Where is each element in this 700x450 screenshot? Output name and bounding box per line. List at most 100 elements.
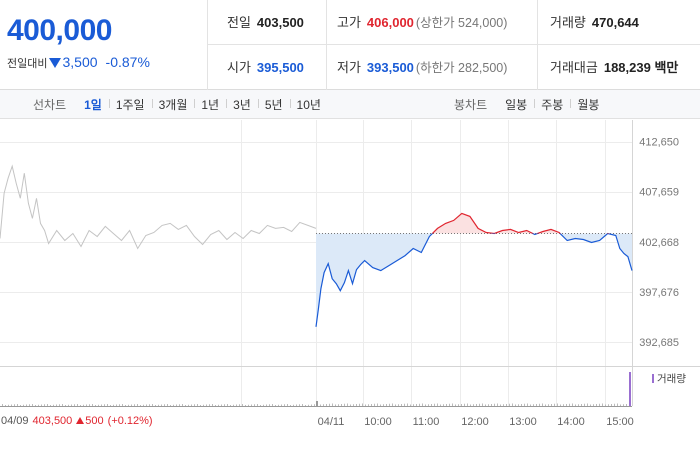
volume-bar <box>464 403 465 406</box>
chart-grid <box>0 120 700 407</box>
volume-bar <box>356 404 357 406</box>
volume-bar <box>191 404 192 406</box>
stat-low: 저가 393,500 (하한가 282,500) <box>337 45 507 90</box>
volume-bar <box>386 404 387 406</box>
series-today-up <box>431 212 611 234</box>
volume-bar <box>269 404 270 406</box>
volume-bar <box>404 403 405 406</box>
volume-bar <box>548 404 549 406</box>
volume-bar <box>401 404 402 406</box>
volume-bar <box>32 404 33 406</box>
intraday-chart[interactable]: 412,650 407,659 402,668 397,676 392,685 04/11… <box>0 120 700 450</box>
volume-bar <box>35 405 36 406</box>
volume-bar <box>485 404 486 406</box>
volume-bar <box>578 404 579 406</box>
volume-bar <box>29 404 30 406</box>
candle-chart-periods: 봉차트 일봉 주봉 월봉 <box>454 90 606 119</box>
volume-bar <box>248 404 249 406</box>
upper-limit: (상한가 524,000) <box>415 16 508 30</box>
volume-bar <box>122 404 123 406</box>
period-10y[interactable]: 10년 <box>289 96 328 113</box>
volume-bar <box>605 404 606 406</box>
volume-bar-open <box>316 401 318 406</box>
period-1d[interactable]: 1일 <box>84 98 102 112</box>
volume-bar <box>110 405 111 406</box>
volume-bar <box>338 404 339 406</box>
volume-bar <box>437 403 438 406</box>
stat-volume: 거래량 470,644 <box>550 0 639 45</box>
volume-bar <box>296 404 297 406</box>
volume-bar <box>308 404 309 406</box>
prev-day-close: 403,500 <box>32 415 73 427</box>
volume-bar <box>176 404 177 406</box>
volume-bar <box>383 404 384 406</box>
x-tick-label: 11:00 <box>413 416 440 428</box>
volume-bar <box>536 404 537 406</box>
volume-bar <box>17 404 18 406</box>
current-price-box: 400,000 전일대비 3,500 -0.87% <box>0 0 208 90</box>
volume-bar <box>221 404 222 406</box>
volume-bar <box>518 404 519 406</box>
volume-bar <box>290 405 291 406</box>
volume-bar <box>305 405 306 406</box>
candle-daily[interactable]: 일봉 <box>505 98 528 112</box>
volume-bar <box>329 403 330 406</box>
volume-bar <box>488 404 489 406</box>
volume-bar <box>413 404 414 406</box>
volume-bar <box>581 404 582 406</box>
volume-bar <box>263 404 264 406</box>
volume-bar <box>563 404 564 406</box>
candle-monthly[interactable]: 월봉 <box>570 96 606 113</box>
volume-bar <box>260 405 261 406</box>
volume-bar <box>227 404 228 406</box>
candle-weekly[interactable]: 주봉 <box>534 96 570 113</box>
period-3m[interactable]: 3개월 <box>151 96 195 113</box>
volume-bar <box>377 403 378 406</box>
volume-bar <box>368 404 369 406</box>
volume-bar <box>494 403 495 406</box>
stat-prev-close: 전일 403,500 <box>227 0 304 45</box>
volume-bar <box>2 404 3 406</box>
volume-bar <box>68 404 69 406</box>
volume-bar <box>239 404 240 406</box>
volume-bar <box>158 404 159 406</box>
volume-bar <box>98 404 99 406</box>
x-tick-label: 13:00 <box>509 416 537 428</box>
stat-value: 395,500 <box>256 60 304 75</box>
volume-bar <box>188 404 189 406</box>
period-1w[interactable]: 1주일 <box>108 96 152 113</box>
volume-bar <box>341 404 342 406</box>
volume-bar <box>371 404 372 406</box>
stat-value: 403,500 <box>256 15 304 30</box>
volume-bar <box>380 404 381 406</box>
volume-bar <box>215 405 216 406</box>
series-prev-day <box>0 164 317 250</box>
volume-bar <box>332 403 333 406</box>
period-1y[interactable]: 1년 <box>194 96 226 113</box>
volume-bar <box>278 404 279 406</box>
volume-bar <box>389 403 390 406</box>
volume-bar <box>476 404 477 406</box>
volume-bar <box>398 404 399 406</box>
line-chart-label: 선차트 <box>33 98 67 112</box>
volume-bar <box>509 403 510 406</box>
volume-bar <box>146 404 147 406</box>
change-percent: -0.87% <box>105 54 150 70</box>
y-tick-label: 397,676 <box>639 287 679 299</box>
volume-bar <box>92 404 93 406</box>
volume-bar <box>593 404 594 406</box>
line-chart-periods: 선차트 1일 1주일 3개월 1년 3년 5년 10년 <box>33 90 328 119</box>
volume-bar <box>83 404 84 406</box>
period-3y[interactable]: 3년 <box>226 96 258 113</box>
volume-bar <box>299 404 300 406</box>
volume-bar <box>446 404 447 406</box>
volume-bar <box>428 404 429 406</box>
prev-day-change-pct: (+0.12%) <box>107 415 153 427</box>
period-5y[interactable]: 5년 <box>257 96 290 113</box>
volume-bar <box>611 404 612 406</box>
stat-high: 고가 406,000 (상한가 524,000) <box>337 0 507 45</box>
volume-bar <box>443 404 444 406</box>
x-tick-label: 10:00 <box>364 416 392 428</box>
volume-bar <box>527 403 528 406</box>
volume-bar <box>551 404 552 406</box>
